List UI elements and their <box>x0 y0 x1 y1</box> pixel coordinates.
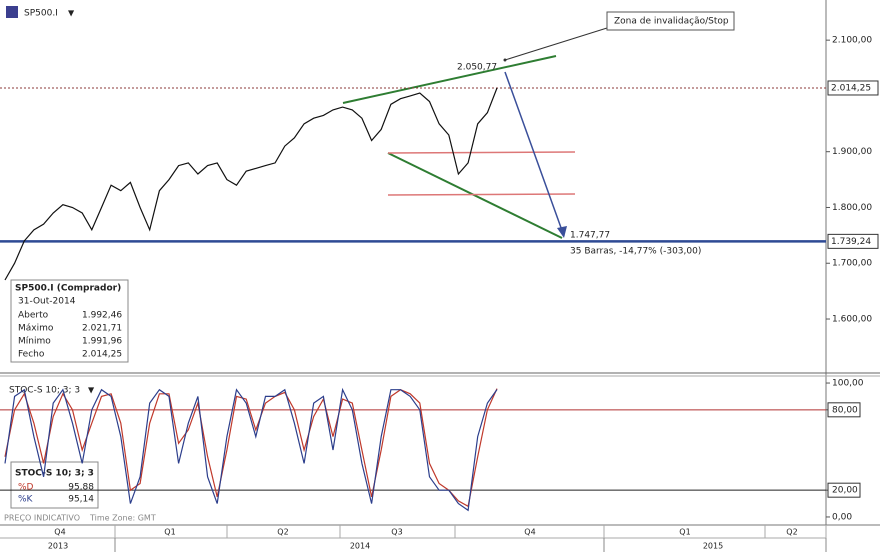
quarter-label: Q3 <box>391 528 402 537</box>
info-label: Aberto <box>18 311 49 321</box>
info-value: 2.021,71 <box>82 324 122 334</box>
info-value: 1.992,46 <box>82 311 122 321</box>
level-label: 1.739,24 <box>831 237 871 247</box>
callout-line <box>504 27 608 61</box>
quarter-label: Q2 <box>786 528 797 537</box>
data-line <box>4 87 498 281</box>
footer-note: PREÇO INDICATIVO <box>4 514 80 523</box>
callout-text: Zona de invalidação/Stop <box>614 17 729 27</box>
year-label: 2014 <box>350 542 370 551</box>
y-tick-box <box>827 402 861 418</box>
footer-timezone: Time Zone: GMT <box>89 514 156 523</box>
quarter-label: Q1 <box>164 528 175 537</box>
symbol-icon <box>6 6 18 18</box>
annotation: 1.747,77 <box>570 231 610 241</box>
dropdown-arrow[interactable]: ▼ <box>88 386 95 395</box>
y-tick-label: 20,00 <box>832 486 858 496</box>
quarter-label: Q1 <box>679 528 690 537</box>
annotation: 35 Barras, -14,77% (-303,00) <box>570 247 701 257</box>
annotation: 2.050,77 <box>457 63 497 73</box>
level-label-box <box>827 80 879 96</box>
y-tick-label: 80,00 <box>832 405 858 415</box>
info-value: 2.014,25 <box>82 350 122 360</box>
arrow-head <box>557 226 567 238</box>
quarter-label: Q2 <box>277 528 288 537</box>
info-box <box>10 279 129 363</box>
y-tick-label: 1.700,00 <box>832 259 872 269</box>
trendline-upper <box>342 55 557 104</box>
legend-value: 95,88 <box>68 483 94 493</box>
data-line <box>4 387 498 512</box>
y-tick-label: 1.800,00 <box>832 203 872 213</box>
year-label: 2015 <box>703 542 723 551</box>
info-title: SP500.I (Comprador) <box>15 284 121 294</box>
legend-value: 95,14 <box>68 495 94 505</box>
y-tick-label: 1.900,00 <box>832 147 872 157</box>
dropdown-arrow[interactable]: ▼ <box>68 9 75 18</box>
indicator-box <box>10 461 99 509</box>
year-label: 2013 <box>48 542 68 551</box>
y-tick-label: 2.100,00 <box>832 36 872 46</box>
projection-arrow <box>504 71 565 237</box>
info-label: Máximo <box>18 324 54 334</box>
info-value: 1.991,96 <box>82 337 122 347</box>
y-tick-box <box>827 482 861 498</box>
info-label: Fecho <box>18 350 45 360</box>
quarter-label: Q4 <box>524 528 535 537</box>
y-tick-label: 1.600,00 <box>832 315 872 325</box>
callout-dot <box>503 58 507 62</box>
quarter-label: Q4 <box>54 528 65 537</box>
indicator-label: STOC-S 10; 3; 3 <box>9 386 80 396</box>
info-date: 31-Out-2014 <box>18 297 76 307</box>
trendline-lower <box>387 152 563 239</box>
support-line <box>387 193 576 196</box>
y-tick-label: 0,00 <box>832 512 852 522</box>
legend-name: %K <box>18 495 34 505</box>
symbol[interactable]: SP500.I <box>24 9 58 19</box>
indicator-title: STOC-S 10; 3; 3 <box>15 469 94 479</box>
legend-name: %D <box>18 483 34 493</box>
level-label-box <box>827 233 879 249</box>
callout-box <box>606 11 735 31</box>
y-tick-label: 100,00 <box>832 379 864 389</box>
level-label: 2.014,25 <box>831 83 871 93</box>
info-label: Mínimo <box>18 337 51 347</box>
support-line <box>387 151 576 154</box>
